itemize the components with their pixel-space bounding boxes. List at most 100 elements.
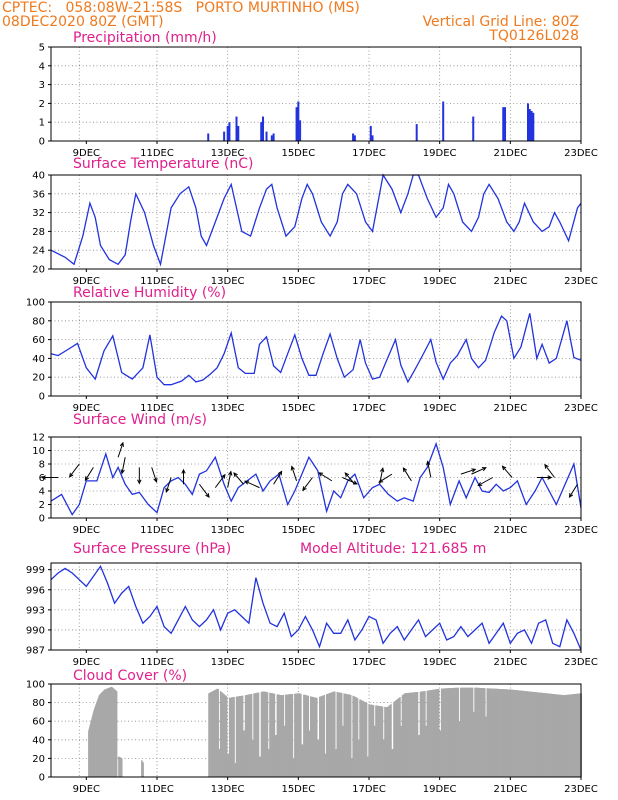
wind-arrow-head xyxy=(426,460,431,466)
header-line1: CPTEC: 058:08W-21:58S PORTO MURTINHO (MS… xyxy=(2,0,360,16)
wind-arrow xyxy=(402,467,412,482)
precip-bar xyxy=(297,101,300,141)
wind-arrow-head xyxy=(228,470,233,476)
precip-bar xyxy=(265,131,268,141)
wind-arrow-head xyxy=(153,477,158,483)
wind-arrow xyxy=(471,467,487,475)
y-tick-label: 987 xyxy=(26,646,45,657)
wind-arrow xyxy=(151,467,157,482)
series-line xyxy=(50,441,582,516)
wind-arrow xyxy=(233,472,244,485)
precip-bar xyxy=(415,124,418,141)
cloud-bar xyxy=(417,691,419,777)
panel-title: Precipitation (mm/h) xyxy=(73,30,217,46)
precip-bar xyxy=(532,112,535,141)
x-tick-label: 11DEC xyxy=(140,657,174,668)
header-date: 08DEC2020 80Z (GMT) xyxy=(2,14,164,30)
precip-bar xyxy=(352,133,355,141)
wind-arrow-head xyxy=(477,481,483,487)
model-altitude-label: Model Altitude: 121.685 m xyxy=(300,541,486,557)
x-tick-label: 23DEC xyxy=(564,784,598,795)
wind-arrow-head xyxy=(318,472,324,477)
precip-bar xyxy=(369,125,372,141)
series-line xyxy=(50,564,582,651)
precip-bar xyxy=(295,107,298,141)
wind-arrow xyxy=(342,477,358,485)
wind-arrow-head xyxy=(402,467,408,473)
panel-title: Surface Pressure (hPa) xyxy=(73,541,231,557)
cloud-bar xyxy=(142,762,144,777)
cloud-bar xyxy=(357,698,359,777)
x-tick-label: 23DEC xyxy=(564,525,598,536)
precip-bar xyxy=(270,135,273,141)
plot-frame xyxy=(50,683,582,778)
precip-bar xyxy=(502,107,505,141)
y-tick-label: 100 xyxy=(26,680,45,691)
precip-bar xyxy=(299,120,302,141)
wind-arrow-head xyxy=(547,475,553,480)
precip-bar xyxy=(442,101,445,141)
precip-bar xyxy=(226,125,229,141)
x-tick-label: 17DEC xyxy=(352,525,386,536)
wind-arrow-head xyxy=(205,493,210,498)
x-tick-label: 13DEC xyxy=(211,276,245,287)
y-tick-label: 32 xyxy=(32,208,45,219)
cloud-bar xyxy=(323,695,325,777)
y-tick-label: 60 xyxy=(32,335,45,346)
cloud-bar xyxy=(291,693,294,777)
cloud-bar xyxy=(121,758,123,777)
wind-arrow-head xyxy=(120,469,125,475)
wind-arrow-head xyxy=(568,493,574,499)
series-line xyxy=(50,313,582,386)
wind-arrow-head xyxy=(378,478,384,483)
x-tick-label: 15DEC xyxy=(281,784,315,795)
x-tick-label: 21DEC xyxy=(493,148,527,159)
cloud-bar xyxy=(334,691,336,777)
wind-arrow-head xyxy=(481,467,487,472)
plot-frame xyxy=(50,562,582,651)
precip-bar xyxy=(207,133,210,141)
wind-arrow xyxy=(478,477,493,486)
y-tick-label: 0 xyxy=(39,773,45,784)
x-tick-label: 21DEC xyxy=(493,403,527,414)
cloud-bar xyxy=(267,692,269,777)
precip-bar xyxy=(223,131,226,141)
y-tick-label: 996 xyxy=(26,585,45,596)
y-tick-label: 40 xyxy=(32,735,45,746)
x-tick-label: 9DEC xyxy=(73,784,100,795)
panel-title: Surface Temperature (nC) xyxy=(73,156,254,172)
plot-frame xyxy=(50,301,582,397)
y-tick-label: 993 xyxy=(26,605,45,616)
wind-arrow-head xyxy=(84,476,90,482)
wind-arrow xyxy=(84,467,94,481)
x-tick-label: 23DEC xyxy=(564,276,598,287)
x-tick-label: 23DEC xyxy=(564,148,598,159)
wind-arrow xyxy=(198,483,210,498)
plot-frame xyxy=(50,436,582,519)
wind-arrow-head xyxy=(68,472,74,478)
series-line xyxy=(50,173,582,267)
plot-frame xyxy=(50,174,582,270)
cloud-bar xyxy=(226,696,228,777)
x-tick-label: 19DEC xyxy=(423,784,457,795)
cloud-bar xyxy=(366,702,368,777)
x-tick-label: 9DEC xyxy=(73,148,100,159)
y-tick-label: 0 xyxy=(39,137,45,148)
plot-frame xyxy=(50,46,582,142)
wind-arrow-head xyxy=(544,463,549,469)
x-tick-label: 19DEC xyxy=(423,276,457,287)
x-tick-label: 23DEC xyxy=(564,403,598,414)
wind-arrow-head xyxy=(221,473,226,479)
y-tick-label: 8 xyxy=(39,460,45,471)
y-tick-label: 100 xyxy=(26,298,45,309)
x-tick-label: 13DEC xyxy=(211,657,245,668)
y-tick-label: 40 xyxy=(32,354,45,365)
wind-arrow-head xyxy=(501,465,507,471)
y-tick-label: 0 xyxy=(39,514,45,525)
y-tick-label: 5 xyxy=(39,43,45,54)
precip-bar xyxy=(472,116,475,141)
wind-arrow xyxy=(291,466,298,482)
x-tick-label: 21DEC xyxy=(493,276,527,287)
wind-arrow xyxy=(344,472,356,485)
